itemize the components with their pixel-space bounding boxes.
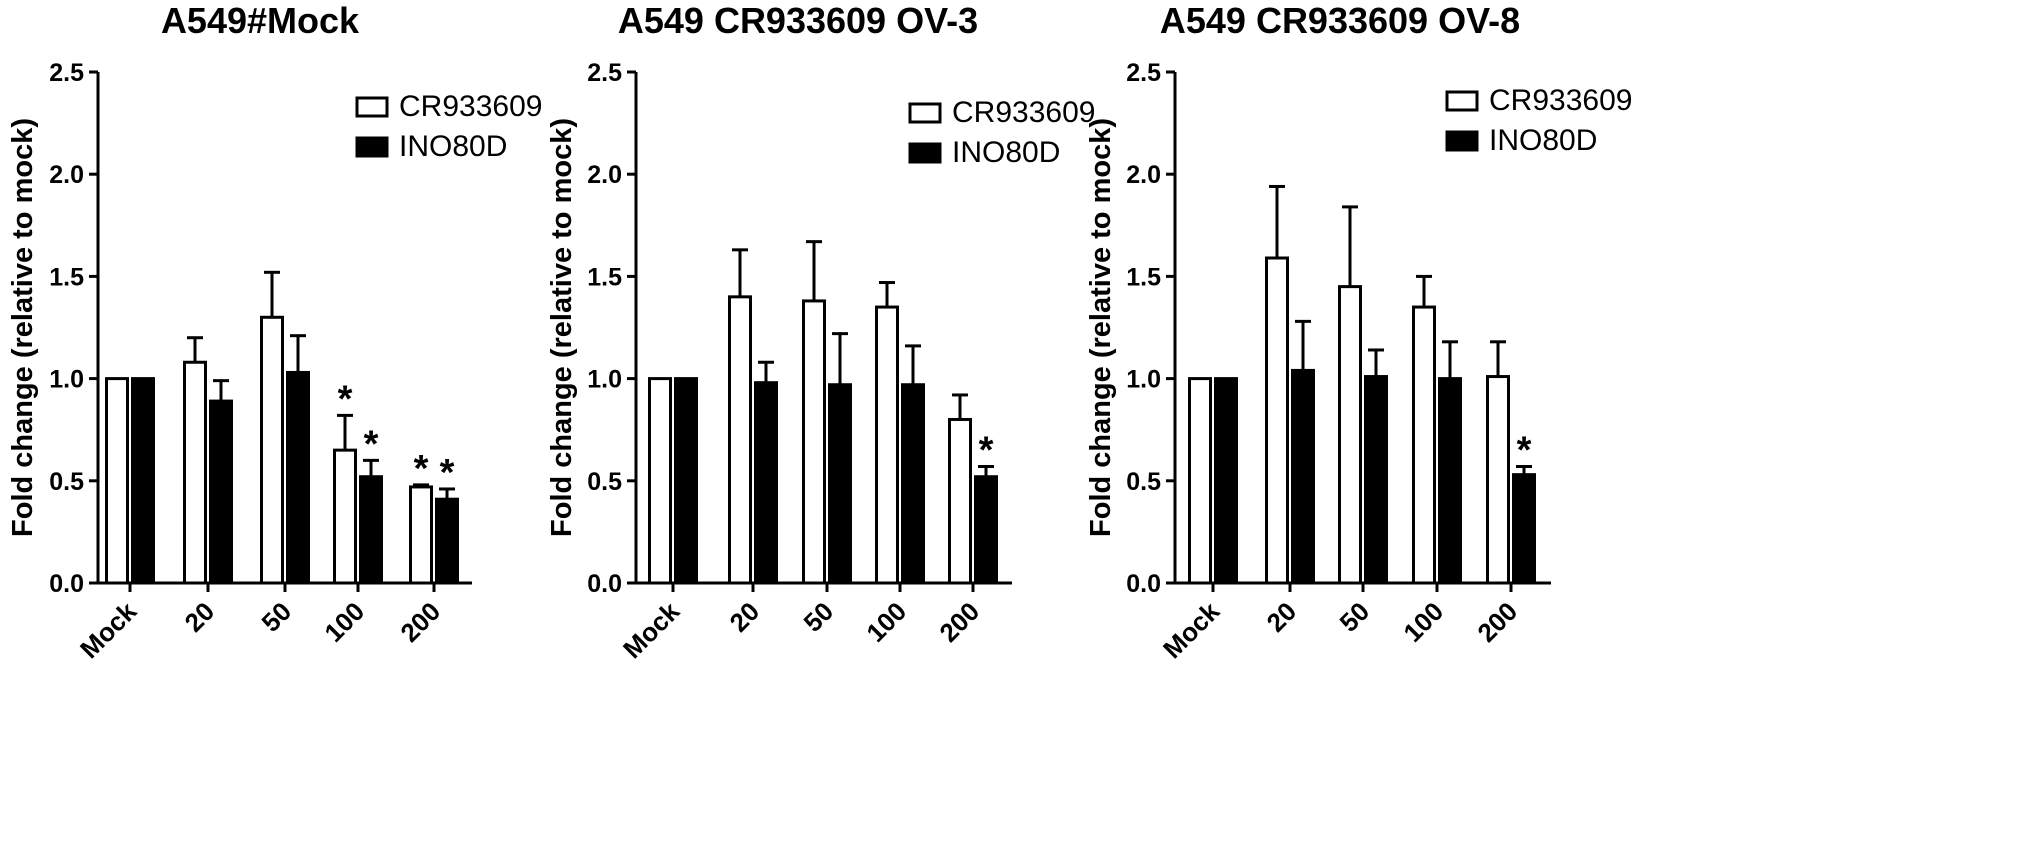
bar-cr933609	[105, 377, 129, 585]
bar-cr933609	[948, 417, 972, 585]
bar-ino80d	[435, 497, 459, 585]
y-axis-label: Fold change (relative to mock)	[546, 118, 578, 537]
bar-cr933609	[1188, 377, 1212, 585]
bar-ino80d	[1438, 377, 1462, 585]
bar-ino80d	[286, 370, 310, 585]
bar-cr933609	[728, 295, 752, 585]
bar-cr933609	[1412, 305, 1436, 585]
x-tick-label: Mock	[617, 596, 686, 665]
bar-ino80d	[674, 377, 698, 585]
significance-marker: *	[338, 378, 353, 420]
chart-title: A549#Mock	[161, 0, 360, 41]
x-tick-label: 100	[1397, 596, 1449, 648]
bar-cr933609	[802, 299, 826, 585]
legend-swatch-ino80d	[355, 136, 389, 158]
significance-marker: *	[440, 452, 455, 494]
significance-marker: *	[364, 423, 379, 465]
x-tick-label: Mock	[74, 596, 143, 665]
legend-swatch-cr933609	[908, 102, 942, 124]
y-tick-label: 1.0	[1126, 366, 1161, 394]
bar-cr933609	[875, 305, 899, 585]
y-tick-label: 2.0	[1126, 161, 1161, 189]
bar-ino80d	[359, 475, 383, 585]
y-tick-label: 0.5	[587, 468, 622, 496]
chart-panel-3: A549 CR933609 OV-8 Fold change (relative …	[1085, 0, 1632, 664]
y-tick-label: 1.5	[49, 263, 84, 291]
bar-ino80d	[1512, 473, 1536, 585]
y-tick-label: 1.5	[1126, 263, 1161, 291]
bar-cr933609	[1486, 375, 1510, 585]
y-axis-label: Fold change (relative to mock)	[1085, 118, 1117, 537]
y-tick-label: 0.5	[1126, 468, 1161, 496]
bar-cr933609	[409, 485, 433, 585]
legend-swatch-cr933609	[355, 96, 389, 118]
x-tick-label: 100	[860, 596, 912, 648]
chart-title: A549 CR933609 OV-3	[618, 0, 978, 41]
y-tick-label: 1.5	[587, 263, 622, 291]
bar-cr933609	[333, 448, 357, 585]
legend-label: INO80D	[1489, 124, 1597, 157]
legend-label: CR933609	[399, 90, 542, 123]
chart-panel-1: A549#Mock Fold change (relative to mock) 0…	[7, 0, 542, 664]
x-tick-label: 20	[724, 596, 766, 638]
x-tick-label: 50	[256, 596, 298, 638]
legend-swatch-cr933609	[1445, 90, 1479, 112]
bar-cr933609	[1265, 256, 1289, 585]
x-tick-label: 50	[1334, 596, 1376, 638]
significance-marker: *	[414, 448, 429, 490]
bar-ino80d	[1364, 375, 1388, 585]
y-tick-label: 2.0	[587, 161, 622, 189]
bar-cr933609	[648, 377, 672, 585]
y-tick-label: 2.5	[49, 59, 84, 87]
legend-swatch-ino80d	[1445, 130, 1479, 152]
x-tick-label: 20	[1261, 596, 1303, 638]
y-tick-label: 0.0	[49, 570, 84, 598]
bar-ino80d	[209, 399, 233, 585]
bar-ino80d	[1291, 368, 1315, 585]
bar-cr933609	[183, 360, 207, 585]
x-tick-label: 20	[179, 596, 221, 638]
y-tick-label: 1.0	[587, 366, 622, 394]
bar-ino80d	[131, 377, 155, 585]
x-tick-label: 100	[318, 596, 370, 648]
legend-swatch-ino80d	[908, 142, 942, 164]
legend-label: INO80D	[952, 136, 1060, 169]
x-tick-label: Mock	[1157, 596, 1226, 665]
x-tick-label: 200	[1471, 596, 1523, 648]
x-tick-label: 200	[933, 596, 985, 648]
legend-label: CR933609	[952, 96, 1095, 129]
x-tick-label: 200	[394, 596, 446, 648]
y-tick-label: 0.0	[587, 570, 622, 598]
y-tick-label: 1.0	[49, 366, 84, 394]
bar-ino80d	[828, 383, 852, 585]
bar-ino80d	[754, 381, 778, 585]
significance-marker: *	[979, 429, 994, 471]
bar-cr933609	[260, 315, 284, 585]
y-tick-label: 0.0	[1126, 570, 1161, 598]
y-tick-label: 2.5	[587, 59, 622, 87]
legend-label: CR933609	[1489, 84, 1632, 117]
chart-title: A549 CR933609 OV-8	[1160, 0, 1520, 41]
bar-ino80d	[974, 475, 998, 585]
y-tick-label: 2.5	[1126, 59, 1161, 87]
y-axis-label: Fold change (relative to mock)	[7, 118, 39, 537]
x-tick-label: 50	[798, 596, 840, 638]
bar-cr933609	[1338, 285, 1362, 585]
chart-panel-2: A549 CR933609 OV-3 Fold change (relative …	[546, 0, 1095, 664]
bar-ino80d	[901, 383, 925, 585]
legend-label: INO80D	[399, 130, 507, 163]
y-tick-label: 0.5	[49, 468, 84, 496]
significance-marker: *	[1517, 429, 1532, 471]
y-tick-label: 2.0	[49, 161, 84, 189]
bar-ino80d	[1214, 377, 1238, 585]
